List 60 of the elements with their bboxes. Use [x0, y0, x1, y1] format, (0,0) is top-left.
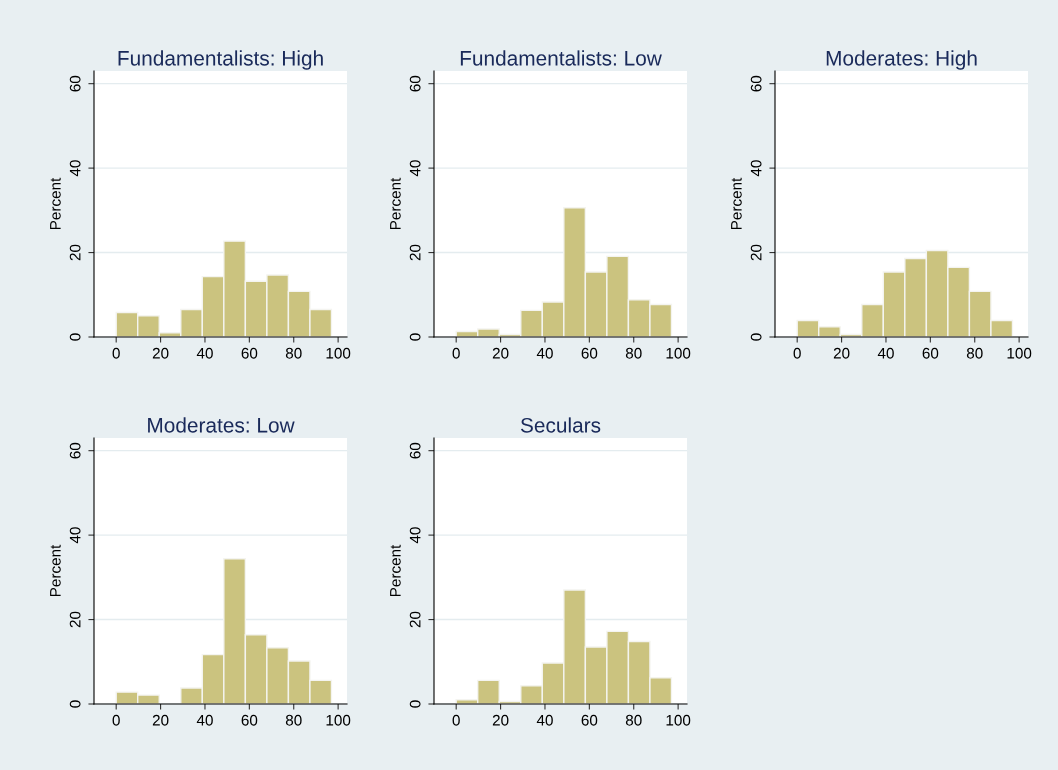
x-tick-label: 20 — [492, 347, 509, 359]
x-tick-label: 60 — [241, 347, 258, 359]
x-tick-label: 80 — [966, 347, 983, 359]
y-tick-label: 0 — [69, 700, 81, 708]
x-tick-label: 80 — [625, 714, 642, 726]
x-tick-label: 40 — [196, 714, 213, 726]
x-tick-label: 100 — [326, 347, 351, 359]
x-tick-label: 80 — [285, 347, 302, 359]
y-axis-title: Percent — [50, 177, 61, 230]
y-tick-label: 20 — [69, 244, 81, 261]
y-tick-label: 0 — [750, 333, 762, 341]
y-tick-label: 60 — [69, 75, 81, 92]
y-axis-title: Percent — [390, 544, 401, 597]
y-tick-label: 40 — [409, 160, 421, 177]
x-tick-label: 60 — [922, 347, 939, 359]
x-tick-label: 100 — [326, 714, 351, 726]
y-tick-label: 40 — [750, 160, 762, 177]
y-tick-label: 20 — [409, 244, 421, 261]
x-tick-label: 40 — [536, 347, 553, 359]
x-tick-label: 20 — [833, 347, 850, 359]
y-tick-label: 0 — [69, 333, 81, 341]
chart-title: Moderates: High — [826, 50, 977, 70]
x-tick-label: 40 — [877, 347, 894, 359]
x-tick-label: 20 — [152, 714, 169, 726]
y-tick-label: 40 — [69, 527, 81, 544]
x-tick-label: 80 — [285, 714, 302, 726]
x-tick-label: 60 — [581, 347, 598, 359]
x-tick-label: 60 — [241, 714, 258, 726]
y-tick-label: 60 — [69, 442, 81, 459]
x-tick-label: 0 — [793, 347, 801, 359]
x-tick-label: 40 — [196, 347, 213, 359]
x-tick-label: 40 — [536, 714, 553, 726]
y-tick-label: 40 — [69, 160, 81, 177]
chart-title: Fundamentalists: Low — [460, 50, 662, 66]
y-axis-title: Percent — [50, 544, 61, 597]
y-tick-label: 20 — [69, 611, 81, 628]
x-tick-label: 60 — [581, 714, 598, 726]
x-tick-label: 20 — [492, 714, 509, 726]
chart-title: Seculars — [520, 417, 601, 433]
x-tick-label: 100 — [666, 347, 691, 359]
x-tick-label: 20 — [152, 347, 169, 359]
chart-title: Moderates: Low — [148, 417, 295, 433]
x-tick-label: 0 — [112, 347, 120, 359]
x-tick-label: 100 — [1007, 347, 1032, 359]
y-axis-title: Percent — [731, 177, 742, 230]
y-tick-label: 20 — [409, 611, 421, 628]
y-tick-label: 60 — [409, 75, 421, 92]
y-tick-label: 0 — [409, 700, 421, 708]
x-tick-label: 0 — [452, 714, 460, 726]
x-tick-label: 80 — [625, 347, 642, 359]
y-tick-label: 60 — [750, 75, 762, 92]
x-tick-label: 0 — [452, 347, 460, 359]
y-tick-label: 20 — [750, 244, 762, 261]
y-axis-title: Percent — [390, 177, 401, 230]
y-tick-label: 40 — [409, 527, 421, 544]
chart-title: Fundamentalists: High — [118, 50, 323, 70]
y-tick-label: 0 — [409, 333, 421, 341]
x-tick-label: 100 — [666, 714, 691, 726]
x-tick-label: 0 — [112, 714, 120, 726]
y-tick-label: 60 — [409, 442, 421, 459]
